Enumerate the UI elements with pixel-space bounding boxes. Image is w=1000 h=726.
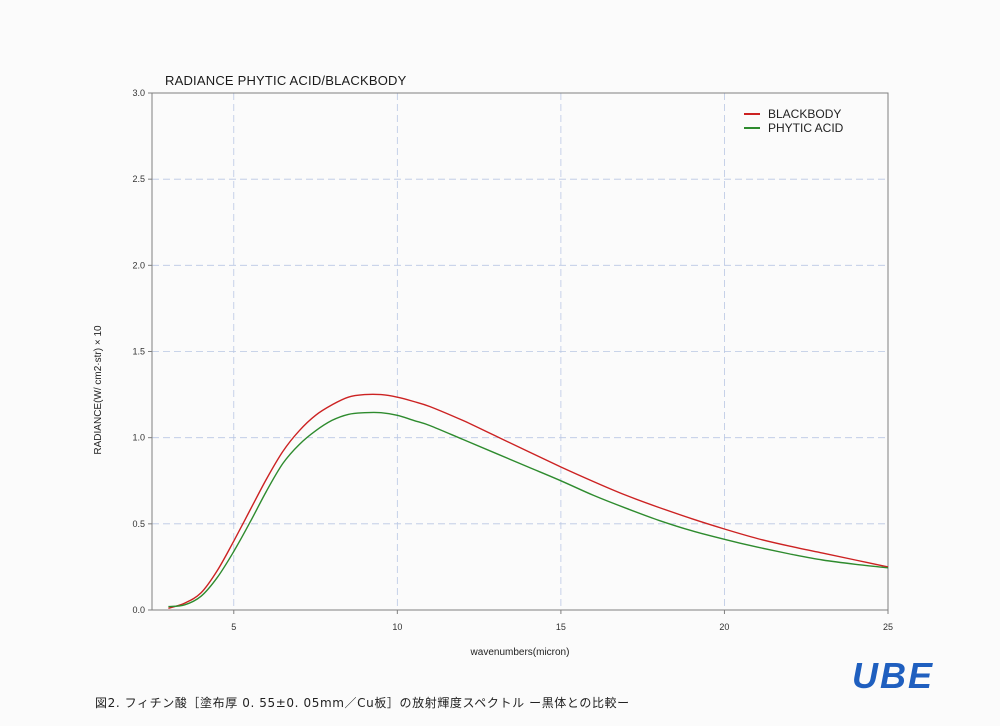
x-tick-label: 25 — [883, 622, 893, 632]
grid — [152, 93, 888, 610]
y-tick-label: 2.0 — [132, 260, 145, 270]
series-line-blackbody — [168, 393, 889, 609]
x-tick-label: 5 — [231, 622, 236, 632]
x-tick-label: 15 — [556, 622, 566, 632]
series-line-phytic-acid — [168, 411, 889, 608]
figure-caption: 図2. フィチン酸［塗布厚 0. 55±0. 05mm／Cu板］の放射輝度スペク… — [95, 696, 630, 710]
y-tick-label: 1.5 — [132, 347, 145, 357]
legend-label-phytic-acid: PHYTIC ACID — [768, 121, 844, 135]
x-tick-label: 10 — [392, 622, 402, 632]
tick-labels: 5 10 15 20 25 0.0 0.5 1.0 1.5 2.0 2.5 3.0 — [132, 88, 893, 632]
y-tick-label: 2.5 — [132, 174, 145, 184]
x-axis-label: wavenumbers(micron) — [470, 647, 570, 658]
ube-logo: UBE — [852, 656, 934, 694]
series-layer — [168, 393, 889, 609]
logo-text: UBE — [852, 656, 934, 694]
y-tick-label: 0.5 — [132, 519, 145, 529]
x-tick-label: 20 — [719, 622, 729, 632]
y-tick-label: 3.0 — [132, 88, 145, 98]
y-axis-label: RADIANCE(W/ cm2·str) × 10 — [93, 325, 104, 455]
legend: BLACKBODY PHYTIC ACID — [744, 107, 844, 135]
legend-label-blackbody: BLACKBODY — [768, 107, 841, 121]
y-tick-label: 1.0 — [132, 433, 145, 443]
y-tick-label: 0.0 — [132, 605, 145, 615]
chart-title: RADIANCE PHYTIC ACID/BLACKBODY — [165, 73, 407, 88]
